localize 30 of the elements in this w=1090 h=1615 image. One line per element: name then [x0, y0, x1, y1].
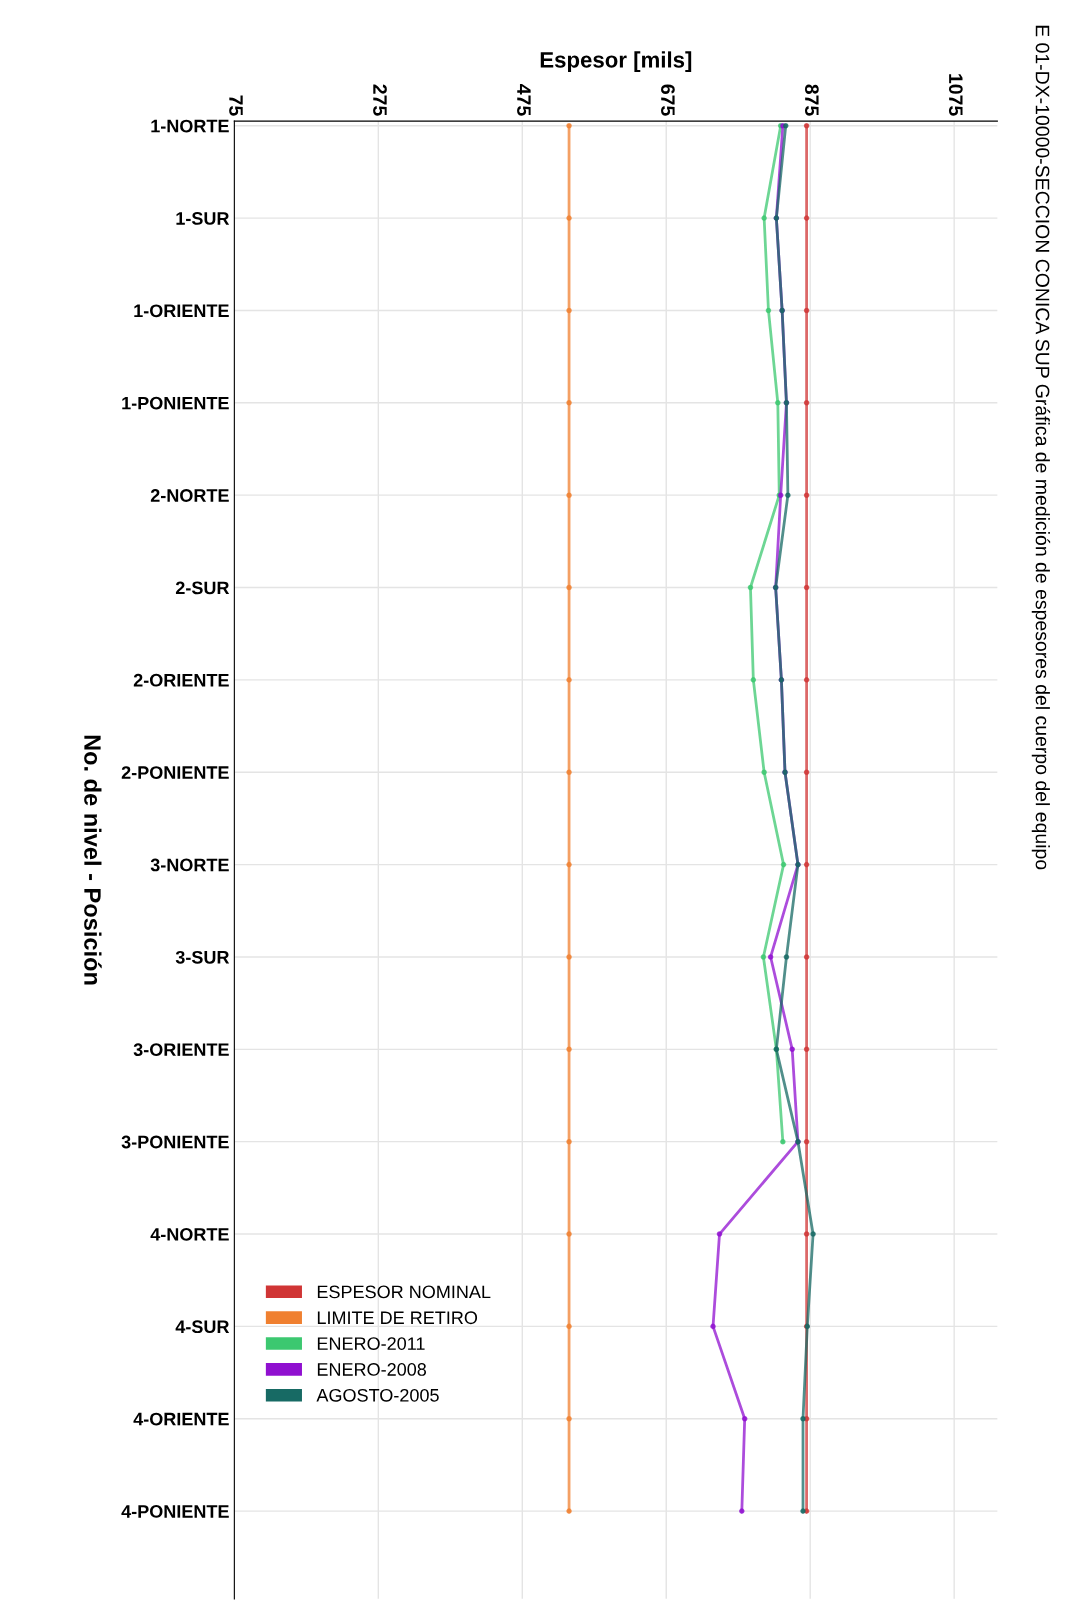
y-tick-label: 4-SUR: [175, 1320, 230, 1334]
y-tick-label: 3-SUR: [175, 950, 230, 964]
x-tick-label: 75: [229, 95, 243, 116]
y-tick-label: 4-ORIENTE: [133, 1412, 229, 1426]
y-tick-label: 2-ORIENTE: [133, 673, 229, 687]
y-tick-label: 2-PONIENTE: [121, 766, 229, 779]
y-tick-label: 2-SUR: [175, 581, 230, 595]
y-tick-label: 4-NORTE: [150, 1227, 229, 1241]
legend-label: ENERO-2011: [317, 1337, 425, 1350]
y-tick-label: 2-NORTE: [150, 489, 229, 502]
legend-label: ESPESOR NOMINAL: [317, 1285, 491, 1299]
text: E 01-DX-10000-SECCION CONICA SUP Gráfica de medición de espesores del cuerpo del equipo: [1031, 25, 1051, 870]
legend-label: LIMITE DE RETIRO: [317, 1311, 478, 1325]
y-tick-label: 3-NORTE: [150, 858, 229, 872]
y-tick-label: 4-PONIENTE: [121, 1505, 229, 1518]
y-tick-label: 3-ORIENTE: [133, 1043, 229, 1057]
x-tick-label: 875: [804, 84, 819, 116]
y-tick-label: 3-PONIENTE: [121, 1135, 229, 1149]
x-tick-label: 1075: [948, 74, 963, 116]
y-tick-label: 1-PONIENTE: [122, 396, 229, 410]
x-axis-title: Espesor [mils]: [540, 51, 692, 73]
x-tick-label: 275: [373, 84, 387, 116]
y-tick-label: 1-NORTE: [151, 119, 229, 133]
legend-label: AGOSTO-2005: [316, 1388, 439, 1402]
x-tick-label: 475: [517, 84, 531, 116]
x-tick-label: 675: [661, 84, 675, 116]
legend-label: ENERO-2008: [317, 1363, 427, 1376]
y-axis-title: No. de nivel - Posición: [84, 735, 102, 985]
y-tick-label: 1-ORIENTE: [134, 304, 229, 318]
y-tick-label: 1-SUR: [176, 212, 230, 225]
